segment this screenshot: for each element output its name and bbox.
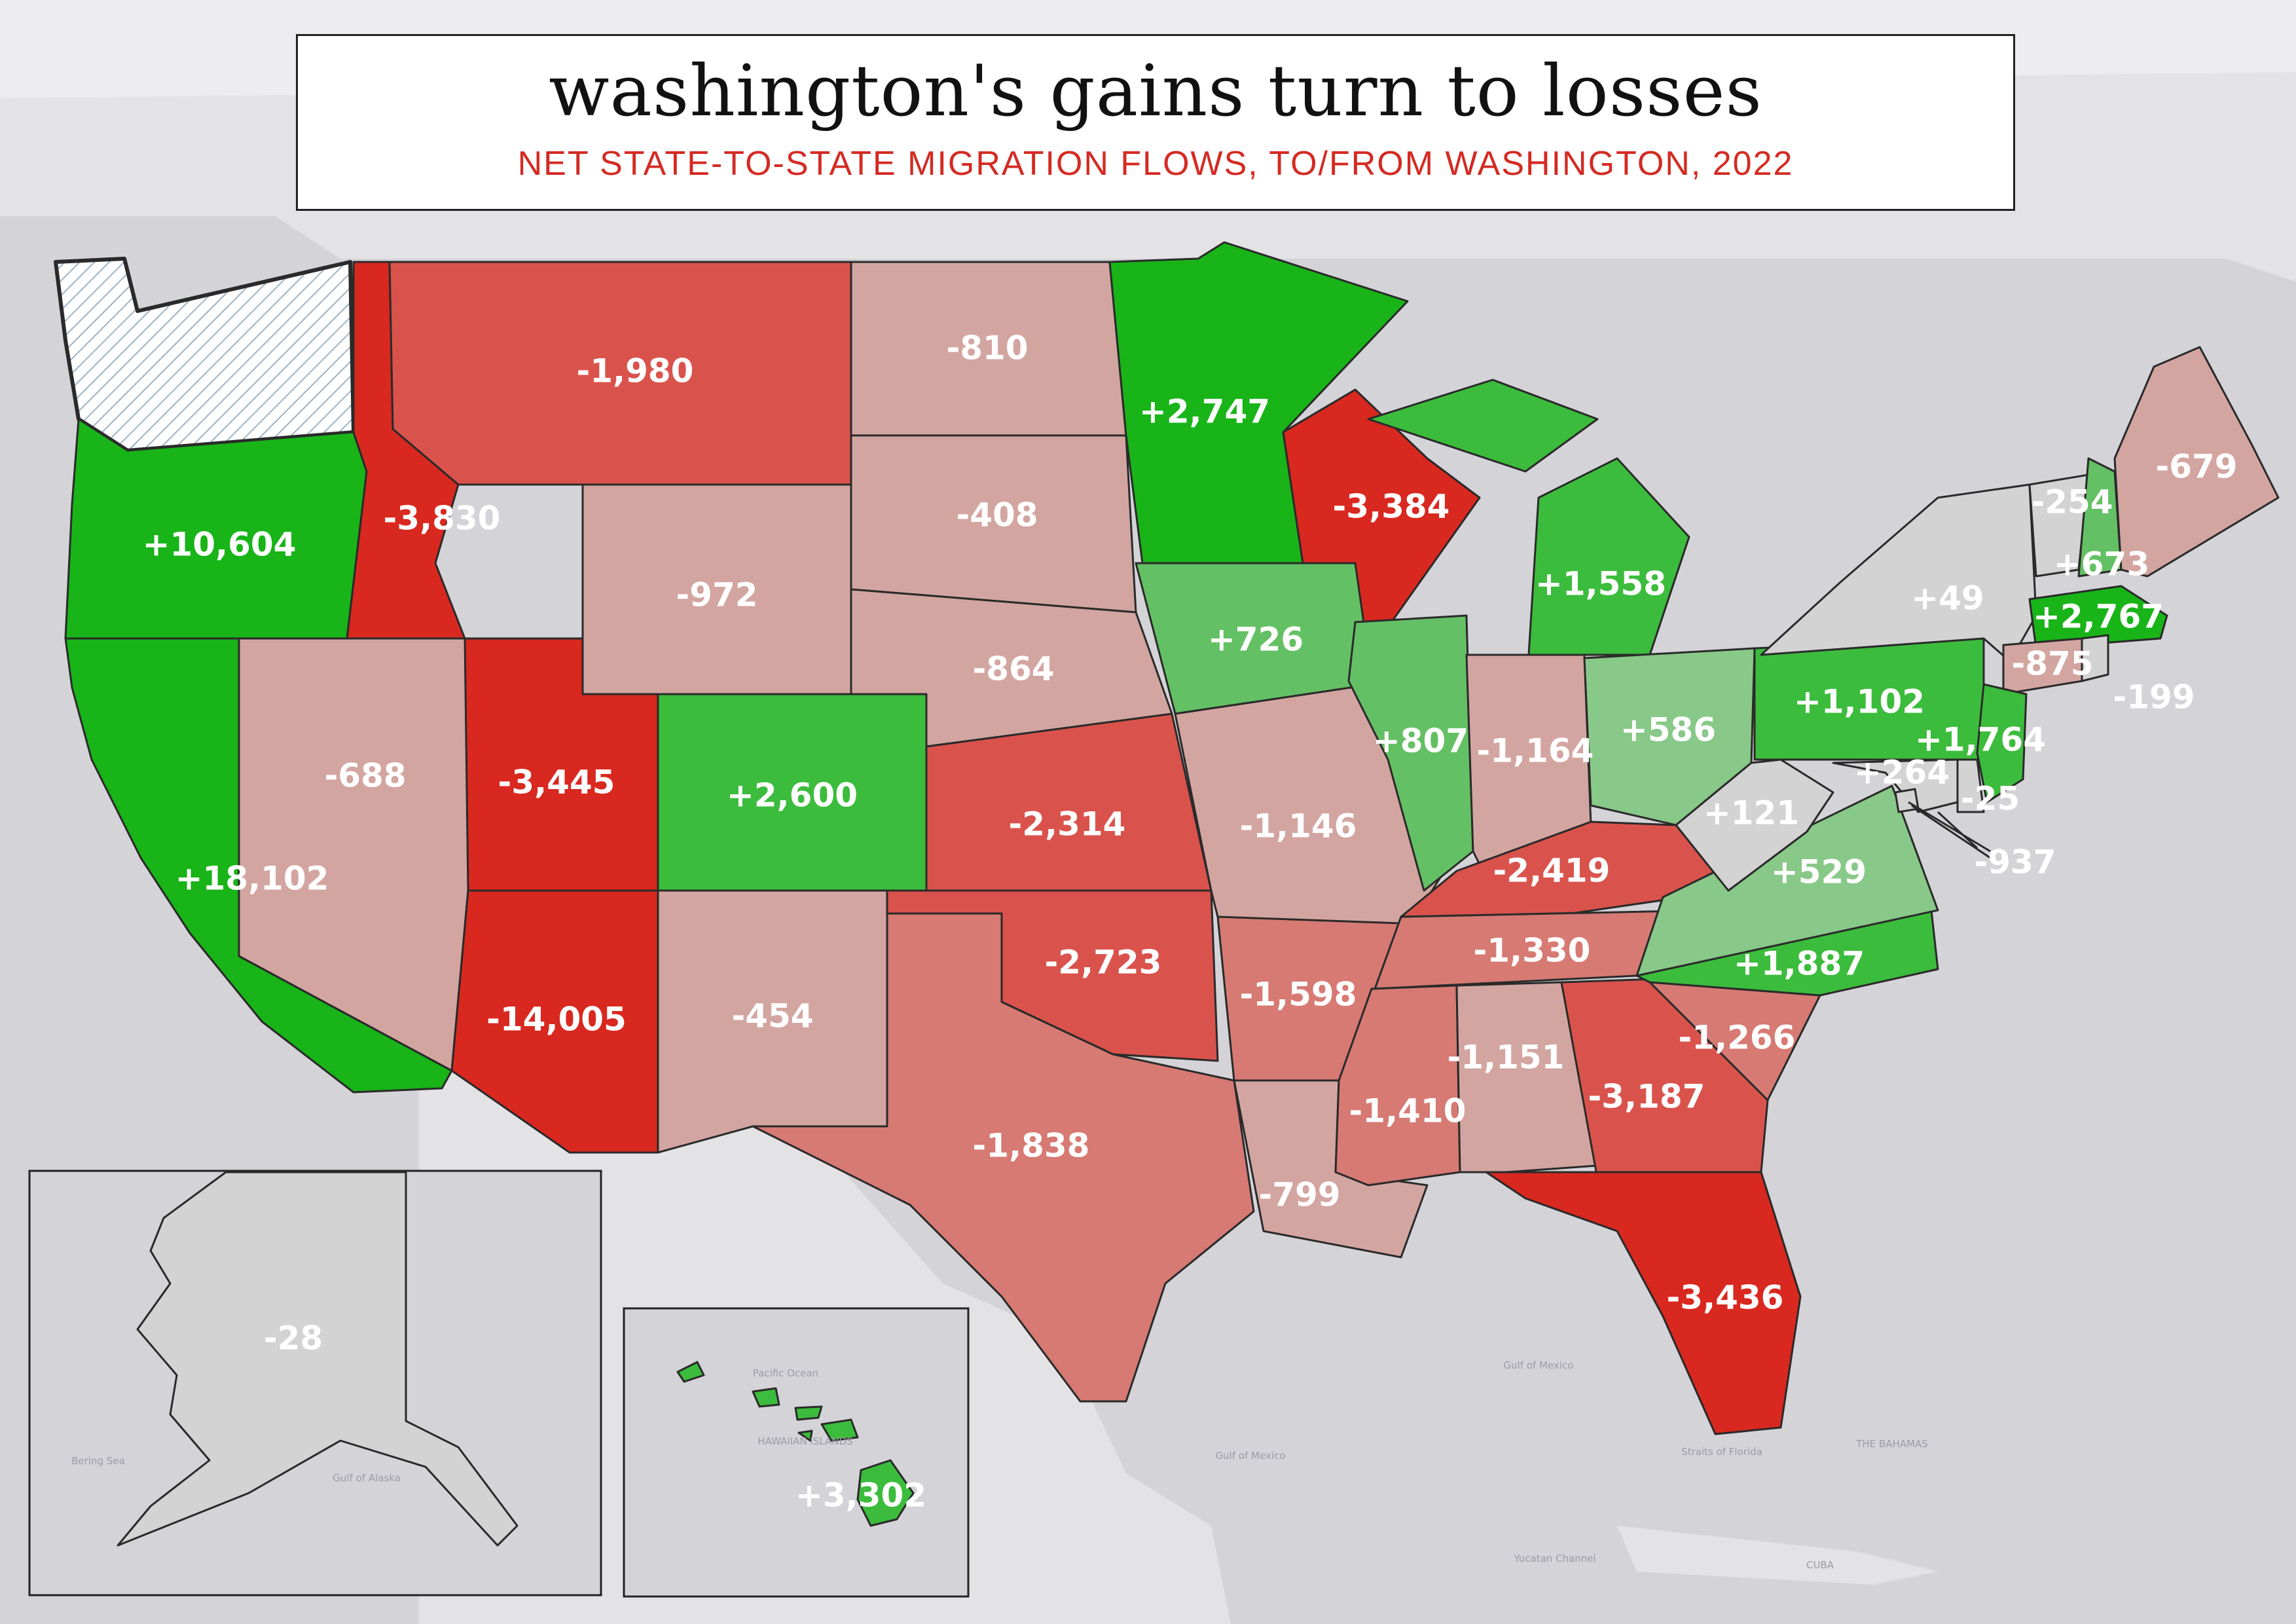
label-pacific-ocean: Pacific Ocean (753, 1367, 818, 1379)
state-MD[interactable] (1832, 758, 1959, 813)
state-ME[interactable] (2113, 346, 2280, 578)
state-RI[interactable] (2081, 634, 2109, 682)
value-AL: -1,151 (1448, 1039, 1565, 1077)
value-IL: +807 (1373, 722, 1468, 760)
label-yucatan-channel: Yucatan Channel (1513, 1553, 1595, 1564)
value-NV: -688 (324, 757, 406, 795)
value-OK: -2,723 (1045, 944, 1162, 982)
value-WI: -3,384 (1333, 488, 1450, 526)
value-SD: -408 (956, 496, 1038, 534)
value-CO: +2,600 (727, 777, 858, 815)
value-NH: +673 (2054, 545, 2149, 583)
hawaii-inset (623, 1307, 970, 1598)
value-MS: -1,410 (1349, 1092, 1467, 1130)
label-hawaiian-islands: HAWAIIAN ISLANDS (757, 1435, 852, 1447)
background-labels: Pacific Ocean HAWAIIAN ISLANDS Gulf of M… (71, 1359, 1928, 1571)
state-WV[interactable] (1675, 758, 1834, 892)
label-straits-of-florida: Straits of Florida (1681, 1446, 1762, 1458)
value-MT: -1,980 (577, 352, 694, 390)
value-NC: +1,887 (1734, 945, 1865, 983)
value-VT: -254 (2031, 483, 2113, 521)
value-AZ: -14,005 (486, 1001, 627, 1039)
value-IA: +726 (1208, 621, 1303, 659)
leader-lines (1908, 801, 1991, 859)
value-ND: -810 (946, 329, 1028, 367)
value-KY: -2,419 (1493, 852, 1611, 890)
value-GA: -3,187 (1588, 1078, 1705, 1116)
value-DE: -25 (1961, 780, 2020, 818)
value-labels: +10,604 +18,102 -3,830 -688 -1,980 -972 … (143, 329, 2238, 1515)
state-HI[interactable] (676, 1361, 915, 1527)
state-GA[interactable] (1560, 978, 1769, 1180)
state-DE[interactable] (1956, 758, 1985, 813)
label-cuba: CUBA (1806, 1559, 1834, 1571)
alaska-inset (28, 1170, 602, 1596)
value-OR: +10,604 (143, 526, 297, 564)
value-MA: +2,767 (2033, 598, 2164, 636)
state-TX[interactable] (752, 912, 1255, 1403)
state-WI[interactable] (1282, 388, 1481, 656)
value-PA: +1,102 (1794, 683, 1925, 721)
value-HI: +3,302 (795, 1477, 926, 1515)
label-bering-sea: Bering Sea (71, 1455, 125, 1467)
value-MI: +1,558 (1535, 565, 1666, 603)
value-IN: -1,164 (1477, 732, 1594, 770)
page-title: washington's gains turn to losses (549, 50, 1762, 132)
title-box: washington's gains turn to losses NET ST… (296, 34, 2015, 211)
value-AR: -1,598 (1240, 976, 1357, 1014)
label-bahamas: THE BAHAMAS (1855, 1438, 1928, 1450)
value-MN: +2,747 (1139, 393, 1270, 431)
value-ID: -3,830 (384, 500, 501, 538)
value-WY: -972 (676, 576, 757, 614)
state-VA[interactable] (1635, 784, 1939, 977)
label-gulf-of-alaska: Gulf of Alaska (333, 1472, 401, 1484)
state-KS[interactable] (925, 712, 1212, 892)
value-VA: +529 (1771, 853, 1867, 891)
value-UT: -3,445 (498, 764, 615, 802)
state-IL[interactable] (1347, 614, 1474, 892)
value-NE: -864 (972, 650, 1054, 688)
state-AK[interactable] (117, 1171, 519, 1547)
value-FL: -3,436 (1667, 1279, 1784, 1317)
states (54, 241, 2280, 1435)
state-NY[interactable] (1760, 483, 2037, 663)
value-ME: -679 (2155, 448, 2237, 486)
page-subtitle: NET STATE-TO-STATE MIGRATION FLOWS, TO/F… (517, 145, 1794, 183)
value-NY: +49 (1911, 580, 1984, 618)
value-CT: -875 (2011, 645, 2093, 683)
state-MI[interactable] (1367, 378, 1690, 656)
state-AL[interactable] (1455, 981, 1599, 1173)
value-WV: +121 (1704, 794, 1799, 832)
value-TN: -1,330 (1474, 932, 1591, 970)
value-TX: -1,838 (973, 1127, 1090, 1165)
value-NJ: +1,764 (1915, 721, 2046, 759)
state-WA[interactable] (54, 257, 355, 452)
state-AZ[interactable] (450, 889, 659, 1154)
value-MO: -1,146 (1240, 807, 1357, 845)
value-CA: +18,102 (175, 860, 329, 898)
label-gulf-of-mexico-2: Gulf of Mexico (1216, 1450, 1286, 1462)
value-SC: -1,266 (1679, 1019, 1796, 1057)
state-FL[interactable] (1485, 1171, 1802, 1435)
value-OH: +586 (1620, 711, 1716, 749)
state-NJ[interactable] (1976, 683, 2028, 803)
value-AK: -28 (264, 1320, 323, 1357)
value-MD: +264 (1854, 754, 1950, 792)
value-KS: -2,314 (1009, 805, 1126, 843)
label-gulf-of-mexico-1: Gulf of Mexico (1504, 1359, 1574, 1371)
value-LA: -799 (1258, 1176, 1340, 1214)
value-RI: -199 (2113, 678, 2195, 716)
value-DC: -937 (1974, 843, 2056, 881)
value-NM: -454 (731, 997, 813, 1035)
state-MA[interactable] (2028, 585, 2168, 650)
